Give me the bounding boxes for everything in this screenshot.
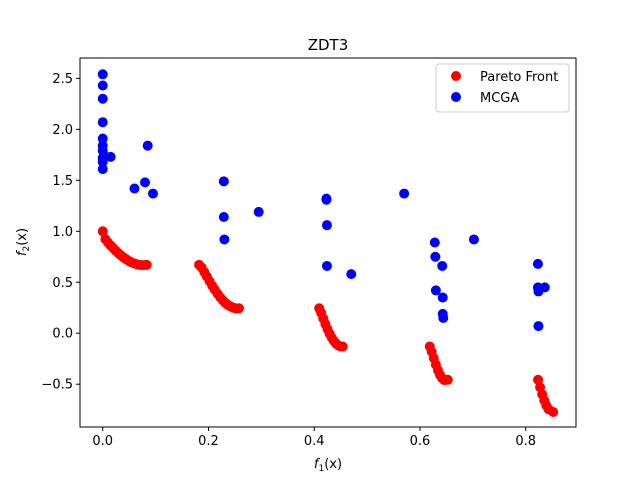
legend-marker-mcga [451, 92, 461, 102]
mcga-point [97, 93, 108, 104]
mcga-point [430, 251, 441, 262]
legend-box [435, 63, 570, 113]
mcga-point [321, 194, 332, 205]
y-tick-label: 1.5 [52, 174, 73, 189]
y-axis-ticks: −0.5 0.0 0.5 1.0 1.5 2.0 2.5 [41, 72, 80, 393]
mcga-point [321, 220, 332, 231]
mcga-point [97, 164, 108, 175]
chart-title: ZDT3 [308, 36, 349, 54]
plot-frame [79, 57, 577, 428]
mcga-point [468, 234, 479, 245]
mcga-point [140, 177, 151, 188]
mcga-point [142, 140, 153, 151]
pareto-front-point [234, 303, 245, 314]
mcga-point [321, 260, 332, 271]
x-tick-label: 0.6 [410, 434, 431, 449]
x-tick-label: 0.0 [92, 434, 113, 449]
mcga-point [97, 80, 108, 91]
mcga-point [97, 117, 108, 128]
mcga-point [539, 282, 550, 293]
pareto-front-point [548, 407, 559, 418]
mcga-point [437, 292, 448, 303]
mcga-point [218, 176, 229, 187]
x-tick-label: 0.2 [198, 434, 219, 449]
y-tick-label: 0.0 [52, 327, 73, 342]
mcga-point [437, 260, 448, 271]
mcga-point [399, 188, 410, 199]
mcga-point [97, 69, 108, 80]
mcga-point [430, 285, 441, 296]
mcga-point [438, 312, 449, 323]
legend: Pareto Front MCGA [435, 63, 570, 113]
x-axis-ticks: 0.0 0.2 0.4 0.6 0.8 [92, 427, 536, 449]
mcga-point [219, 234, 230, 245]
data-points [97, 69, 559, 418]
y-tick-label: 1.0 [52, 225, 73, 240]
pareto-front-point [97, 226, 108, 237]
pareto-front-point [442, 374, 453, 385]
legend-marker-pareto-front [451, 71, 461, 81]
legend-label-mcga: MCGA [480, 91, 519, 106]
mcga-point [105, 151, 116, 162]
mcga-point [129, 183, 140, 194]
mcga-point [533, 321, 544, 332]
mcga-point [346, 269, 357, 280]
mcga-point [147, 188, 158, 199]
mcga-point [429, 237, 440, 248]
y-tick-label: 2.0 [52, 123, 73, 138]
mcga-point [253, 206, 264, 217]
mcga-point [532, 258, 543, 269]
x-tick-label: 0.8 [515, 434, 536, 449]
y-tick-label: 0.5 [52, 276, 73, 291]
x-axis-label: f1(x) [314, 457, 342, 474]
pareto-front-point [141, 259, 152, 270]
mcga-point [97, 133, 108, 144]
legend-label-pareto-front: Pareto Front [480, 70, 558, 85]
y-tick-label: −0.5 [41, 378, 73, 393]
pareto-front-point [337, 341, 348, 352]
y-axis-label: f2(x) [15, 228, 32, 256]
x-tick-label: 0.4 [304, 434, 325, 449]
y-tick-label: 2.5 [52, 72, 73, 87]
mcga-point [218, 212, 229, 223]
